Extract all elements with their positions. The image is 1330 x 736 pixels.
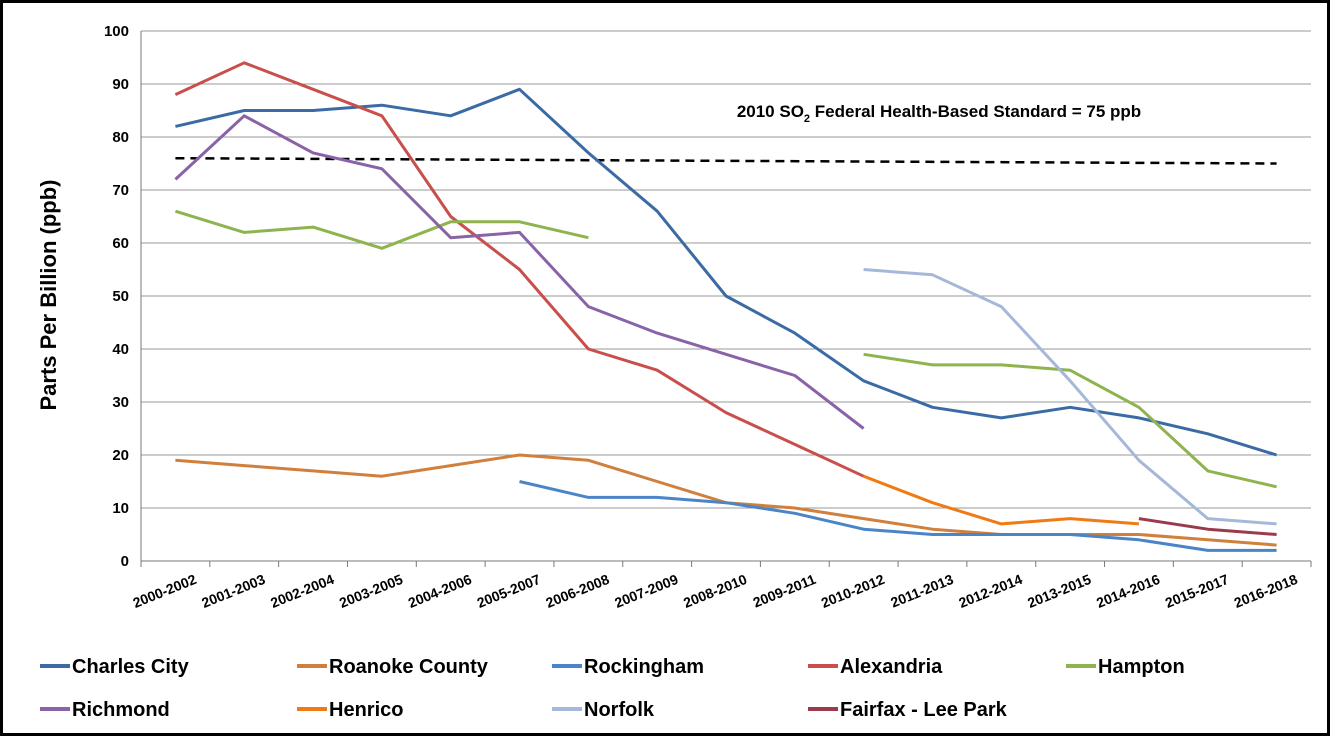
y-tick-label: 90 <box>112 76 129 93</box>
y-tick-label: 70 <box>112 182 129 199</box>
x-tick-label: 2007-2009 <box>612 571 680 611</box>
annotation-subscript: 2 <box>804 113 810 125</box>
x-tick-label: 2004-2006 <box>406 571 474 611</box>
y-axis-ticks: 0 10 20 30 40 50 60 70 80 90 100 <box>104 23 129 570</box>
standard-annotation: 2010 SO2 Federal Health-Based Standard =… <box>737 102 1141 125</box>
series-line-fairfax-lee-park <box>1138 517 1277 536</box>
x-tick-label: 2005-2007 <box>475 571 543 611</box>
series-line-alexandria <box>174 61 865 478</box>
y-tick-label: 60 <box>112 235 129 252</box>
legend-label-alexandria: Alexandria <box>840 656 943 678</box>
x-tick-label: 2010-2012 <box>819 571 887 611</box>
x-tick-label: 2016-2018 <box>1232 571 1300 611</box>
annotation-prefix: 2010 SO <box>737 102 804 121</box>
gridlines <box>140 30 1311 562</box>
legend-label-charles-city: Charles City <box>72 656 190 678</box>
series-line-charles-city <box>175 87 1278 457</box>
series-lines <box>174 61 1278 552</box>
x-tick-label: 2001-2003 <box>199 571 267 611</box>
legend: Charles City Roanoke County Rockingham Alex… <box>40 656 1185 721</box>
x-tick-label: 2006-2008 <box>543 571 611 611</box>
legend-label-roanoke-county: Roanoke County <box>329 656 489 678</box>
x-tick-label: 2008-2010 <box>681 571 749 611</box>
y-tick-label: 80 <box>112 129 129 146</box>
legend-label-norfolk: Norfolk <box>584 699 655 721</box>
y-tick-label: 30 <box>112 394 129 411</box>
series-line-rockingham <box>519 480 1277 552</box>
y-tick-label: 0 <box>121 553 129 570</box>
y-tick-label: 40 <box>112 341 129 358</box>
legend-label-fairfax-lee-park: Fairfax - Lee Park <box>840 699 1008 721</box>
series-line-hampton <box>174 209 1277 489</box>
x-tick-label: 2014-2016 <box>1094 571 1162 611</box>
series-line-henrico <box>863 474 1140 526</box>
y-tick-label: 50 <box>112 288 129 305</box>
standard-reference-line <box>175 156 1277 165</box>
x-tick-label: 2015-2017 <box>1163 571 1231 611</box>
x-tick-label: 2002-2004 <box>268 571 336 611</box>
x-tick-label: 2012-2014 <box>956 571 1024 611</box>
x-tick-label: 2009-2011 <box>751 571 819 611</box>
series-line-richmond <box>174 114 865 430</box>
y-tick-label: 20 <box>112 447 129 464</box>
legend-label-henrico: Henrico <box>329 699 403 721</box>
x-tick-label: 2000-2002 <box>130 571 198 611</box>
series-line-norfolk <box>863 268 1277 526</box>
legend-label-rockingham: Rockingham <box>584 656 704 678</box>
legend-label-hampton: Hampton <box>1098 656 1185 678</box>
x-tick-label: 2011-2013 <box>888 571 956 611</box>
y-tick-label: 100 <box>104 23 129 40</box>
annotation-suffix: Federal Health-Based Standard = 75 ppb <box>810 102 1141 121</box>
x-axis-ticks: 2000-2002 2001-2003 2002-2004 2003-2005 2004… <box>130 561 1312 611</box>
y-tick-label: 10 <box>112 500 129 517</box>
y-axis-label: Parts Per Billion (ppb) <box>36 179 61 410</box>
x-tick-label: 2013-2015 <box>1025 571 1093 611</box>
series-line-roanoke-county <box>175 453 1277 547</box>
x-tick-label: 2003-2005 <box>337 571 405 611</box>
annotation-box <box>670 92 1208 128</box>
legend-label-richmond: Richmond <box>72 699 170 721</box>
